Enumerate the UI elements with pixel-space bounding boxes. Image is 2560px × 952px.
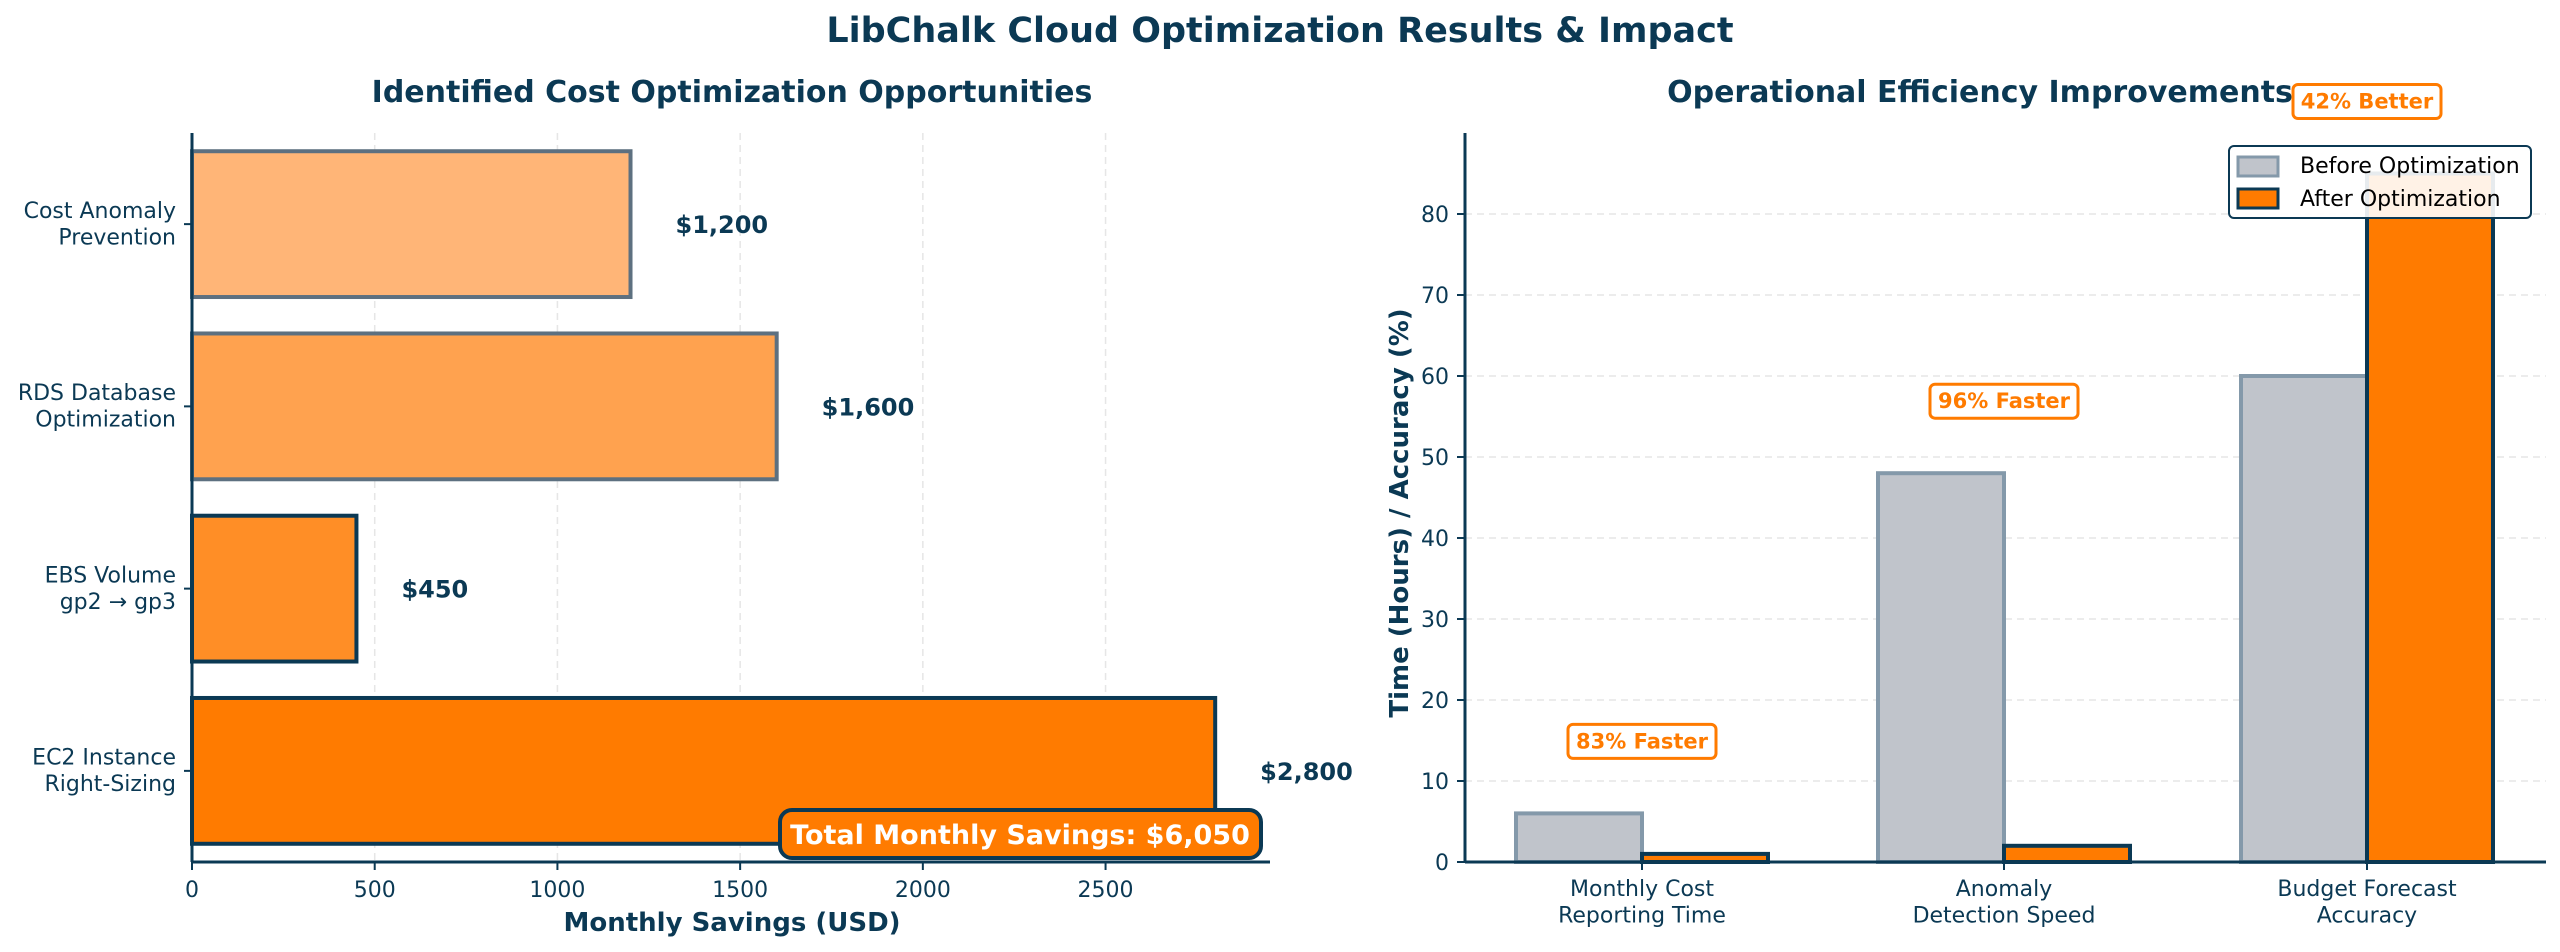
x-tick-label: Monthly Cost Reporting Time xyxy=(1558,877,1726,928)
x-tick-label: 0 xyxy=(185,878,199,903)
y-tick-label: EC2 Instance Right-Sizing xyxy=(32,746,176,797)
y-tick-label: 60 xyxy=(1421,365,1449,390)
improvement-box xyxy=(1928,382,2080,420)
x-tick-label: Budget Forecast Accuracy xyxy=(2277,877,2457,928)
legend-swatch-after xyxy=(2236,187,2280,210)
y-tick-label: EBS Volume gp2 → gp3 xyxy=(45,563,176,614)
figure-title: LibChalk Cloud Optimization Results & Im… xyxy=(826,11,1733,51)
improvement-box xyxy=(1566,722,1718,760)
x-tick-label-line: Monthly Cost xyxy=(1570,877,1714,902)
right-bars xyxy=(1514,171,2495,865)
bar xyxy=(190,331,779,482)
y-tick-label: 0 xyxy=(1435,851,1449,876)
improvement-annotations: 83% Faster 96% Faster 42% Better xyxy=(1566,83,2443,760)
y-tick-label: RDS Database Optimization xyxy=(18,381,176,432)
y-tick-label-line: Prevention xyxy=(58,225,176,250)
improvement-label: 83% Faster xyxy=(1576,729,1709,753)
left-chart-title: Identified Cost Optimization Opportuniti… xyxy=(372,75,1093,110)
bar xyxy=(190,513,359,664)
y-tick-label-line: Optimization xyxy=(35,408,176,433)
improvement-label: 42% Better xyxy=(2301,90,2434,114)
bar-value-label: $1,600 xyxy=(822,393,915,421)
legend-label-after: After Optimization xyxy=(2300,187,2501,212)
y-tick-label-line: Cost Anomaly xyxy=(24,199,176,224)
x-tick-label-line: Accuracy xyxy=(2317,903,2417,928)
x-tick-label: Anomaly Detection Speed xyxy=(1913,877,2096,928)
improvement-box xyxy=(2291,83,2443,120)
y-tick-label: 50 xyxy=(1421,446,1449,471)
bar-value-label: $1,200 xyxy=(676,211,769,239)
legend-frame xyxy=(2228,145,2532,219)
improvement-label: 96% Faster xyxy=(1938,389,2071,413)
y-tick-label: 70 xyxy=(1421,284,1449,309)
y-tick-label: 20 xyxy=(1421,689,1449,714)
left-bars: $2,800 $450 $1,600 $1,200 xyxy=(190,149,1353,846)
bar-before xyxy=(1876,471,2006,864)
left-x-axis-label: Monthly Savings (USD) xyxy=(563,908,900,938)
x-tick-label: 2000 xyxy=(895,878,951,903)
total-savings-box xyxy=(778,808,1263,860)
y-tick-label-line: Right-Sizing xyxy=(44,772,176,797)
y-tick-label: 10 xyxy=(1421,770,1449,795)
y-tick-label: 80 xyxy=(1421,203,1449,228)
efficiency-chart: Operational Efficiency Improvements 0 10 2… xyxy=(1385,75,2546,928)
y-tick-label-line: RDS Database xyxy=(18,381,176,406)
left-axes: 0 500 1000 1500 2000 2500 EC2 Instance Right-Si… xyxy=(18,133,1270,903)
x-tick-label-line: Anomaly xyxy=(1956,877,2053,902)
bar xyxy=(190,149,633,300)
y-tick-label: Cost Anomaly Prevention xyxy=(24,199,176,250)
right-y-axis-label: Time (Hours) / Accuracy (%) xyxy=(1385,308,1415,717)
legend-label-before: Before Optimization xyxy=(2300,154,2520,179)
legend: Before Optimization After Optimization xyxy=(2228,145,2532,219)
right-chart-title: Operational Efficiency Improvements xyxy=(1667,75,2293,110)
bar-value-label: $450 xyxy=(401,576,468,604)
cost-optimization-chart: Identified Cost Optimization Opportuniti… xyxy=(18,75,1353,938)
right-axes: 0 10 20 30 40 50 60 70 80 Monthly Cost Reporting T… xyxy=(1421,133,2546,928)
x-tick-label: 2500 xyxy=(1078,878,1134,903)
bar-before xyxy=(2239,374,2369,864)
x-tick-label: 500 xyxy=(354,878,396,903)
y-tick-label-line: EBS Volume xyxy=(45,563,176,588)
bar-after xyxy=(2365,171,2495,864)
bar-value-label: $2,800 xyxy=(1260,758,1353,786)
y-tick-label: 30 xyxy=(1421,608,1449,633)
legend-swatch-before xyxy=(2236,155,2280,178)
total-savings-text: Total Monthly Savings: $6,050 xyxy=(790,820,1250,851)
bar-after xyxy=(2002,843,2132,864)
total-savings-annotation: Total Monthly Savings: $6,050 xyxy=(778,808,1263,860)
x-tick-label: 1000 xyxy=(529,878,585,903)
y-tick-label-line: gp2 → gp3 xyxy=(60,590,176,615)
y-tick-label: 40 xyxy=(1421,527,1449,552)
y-tick-label-line: EC2 Instance xyxy=(32,746,176,771)
x-tick-label-line: Budget Forecast xyxy=(2277,877,2457,902)
x-tick-label-line: Reporting Time xyxy=(1558,903,1726,928)
bar-before xyxy=(1514,811,1644,865)
x-tick-label-line: Detection Speed xyxy=(1913,903,2096,928)
x-tick-label: 1500 xyxy=(712,878,768,903)
